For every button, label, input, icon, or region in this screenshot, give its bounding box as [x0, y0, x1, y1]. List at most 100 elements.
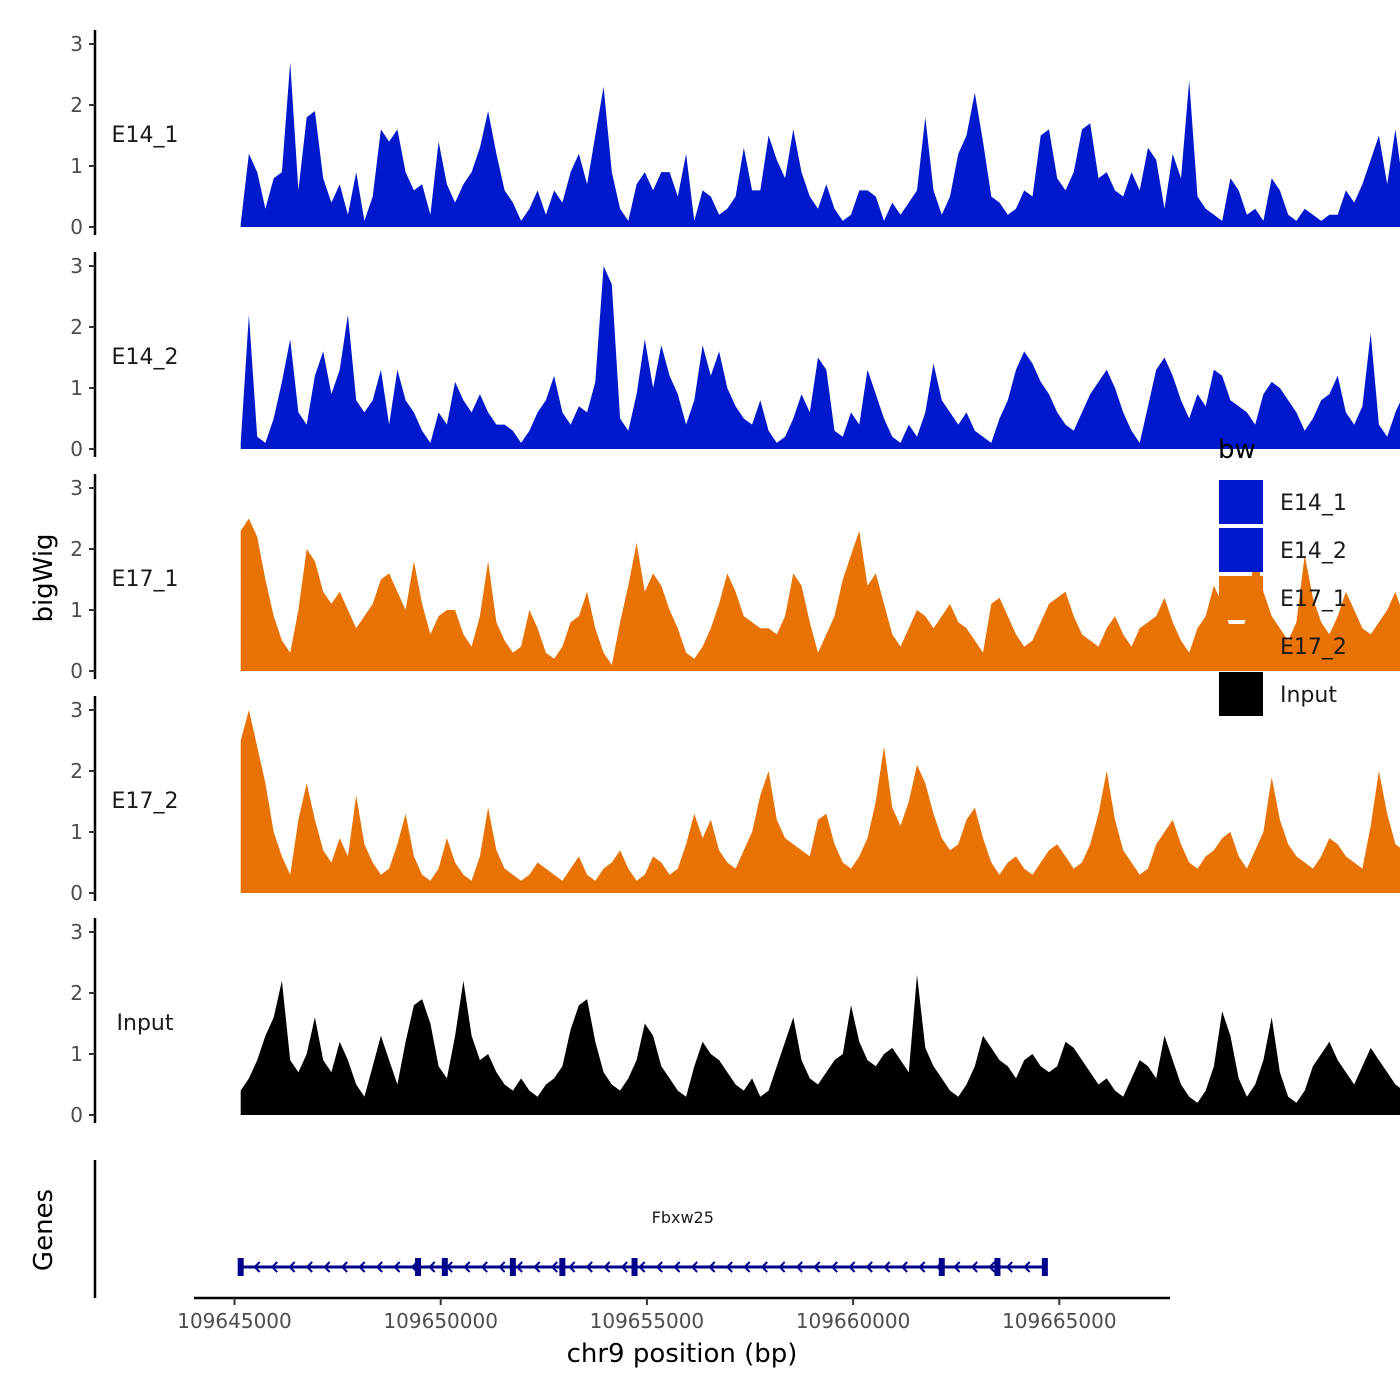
legend-label: E17_1: [1280, 587, 1347, 612]
area-e14-2: [240, 266, 1400, 449]
area-e17-2: [240, 710, 1400, 893]
strand-arrow: [970, 1261, 978, 1273]
exon: [509, 1258, 516, 1276]
strand-arrow: [270, 1261, 278, 1273]
gene-label: Fbxw25: [652, 1208, 714, 1227]
strand-arrow: [358, 1261, 366, 1273]
exon: [938, 1258, 945, 1276]
y-tick-label: 1: [70, 820, 83, 844]
legend-label: Input: [1280, 683, 1337, 708]
legend-item-input: Input: [1219, 672, 1337, 716]
track-label: E14_2: [112, 345, 179, 370]
x-axis-title: chr9 position (bp): [567, 1339, 798, 1369]
strand-arrow: [393, 1261, 401, 1273]
x-tick-label: 109660000: [796, 1309, 911, 1333]
area-e17-1: [240, 518, 1400, 671]
y-tick-label: 0: [70, 437, 83, 461]
legend-label: E17_2: [1280, 635, 1347, 660]
legend-swatch: [1219, 624, 1263, 668]
strand-arrow: [288, 1261, 296, 1273]
strand-arrow: [883, 1261, 891, 1273]
y-tick-label: 2: [70, 981, 83, 1005]
track-e14-2: 0 1 2 3 E14_2: [70, 252, 1400, 461]
strand-arrow: [463, 1261, 471, 1273]
strand-arrow: [830, 1261, 838, 1273]
strand-arrow: [533, 1261, 541, 1273]
exon: [415, 1258, 422, 1276]
strand-arrow: [743, 1261, 751, 1273]
area-input: [240, 974, 1400, 1115]
track-label: E14_1: [112, 123, 179, 148]
strand-arrow: [690, 1261, 698, 1273]
legend-item-e14-2: E14_2: [1219, 528, 1347, 572]
legend-title: bw: [1218, 435, 1256, 465]
y-tick-label: 1: [70, 154, 83, 178]
y-axis-title: bigWig: [29, 533, 59, 622]
y-tick-label: 0: [70, 881, 83, 905]
legend: bw E14_1 E14_2 E17_1 E17_2 Input: [1218, 435, 1347, 716]
strand-arrow: [725, 1261, 733, 1273]
strand-arrow: [655, 1261, 663, 1273]
x-tick-label: 109665000: [1002, 1309, 1117, 1333]
y-tick-label: 1: [70, 1042, 83, 1066]
y-tick-label: 2: [70, 93, 83, 117]
strand-arrow: [813, 1261, 821, 1273]
strand-arrow: [480, 1261, 488, 1273]
x-tick-label: 109655000: [590, 1309, 705, 1333]
y-tick-label: 2: [70, 759, 83, 783]
y-tick-label: 0: [70, 1103, 83, 1127]
strand-arrow: [550, 1261, 558, 1273]
strand-arrow: [918, 1261, 926, 1273]
track-e17-1: 0 1 2 3 E17_1: [70, 474, 1400, 683]
strand-arrow: [253, 1261, 261, 1273]
strand-arrow: [848, 1261, 856, 1273]
strand-arrow: [1023, 1261, 1031, 1273]
exon: [237, 1258, 244, 1276]
strand-arrow: [953, 1261, 961, 1273]
strand-arrow: [498, 1261, 506, 1273]
y-tick-label: 2: [70, 537, 83, 561]
legend-swatch: [1219, 576, 1263, 620]
y-tick-label: 0: [70, 215, 83, 239]
strand-arrow: [1005, 1261, 1013, 1273]
gene-fbxw25: Fbxw25: [237, 1208, 1048, 1276]
exon: [631, 1258, 638, 1276]
legend-item-e17-2: E17_2: [1219, 624, 1347, 668]
y-tick-label: 3: [70, 32, 83, 56]
y-tick-label: 3: [70, 254, 83, 278]
legend-item-e14-1: E14_1: [1219, 480, 1347, 524]
strand-arrow: [760, 1261, 768, 1273]
track-input: 0 1 2 3 Input: [70, 918, 1400, 1127]
track-label: E17_1: [112, 567, 179, 592]
track-label: E17_2: [112, 789, 179, 814]
strand-arrow: [428, 1261, 436, 1273]
strand-arrow: [865, 1261, 873, 1273]
strand-arrow: [323, 1261, 331, 1273]
y-tick-label: 3: [70, 698, 83, 722]
strand-arrow: [620, 1261, 628, 1273]
track-e14-1: 0 1 2 3 E14_1: [70, 30, 1400, 239]
strand-arrow: [778, 1261, 786, 1273]
strand-arrow: [375, 1261, 383, 1273]
y-tick-label: 1: [70, 598, 83, 622]
gene-track-title: Genes: [29, 1189, 59, 1271]
signal-tracks: 0 1 2 3 E14_1 0 1 2 3 E14_2 0 1 2 3 E17_1 0 1 2 3 E17_2 0 1 2 3…: [70, 30, 1400, 1127]
strand-arrow: [585, 1261, 593, 1273]
strand-arrow: [603, 1261, 611, 1273]
y-tick-label: 0: [70, 659, 83, 683]
legend-item-e17-1: E17_1: [1219, 576, 1347, 620]
y-tick-label: 1: [70, 376, 83, 400]
strand-arrow: [795, 1261, 803, 1273]
legend-swatch: [1219, 528, 1263, 572]
x-tick-label: 109650000: [383, 1309, 498, 1333]
legend-swatch: [1219, 480, 1263, 524]
strand-arrow: [515, 1261, 523, 1273]
x-tick-label: 109645000: [177, 1309, 292, 1333]
legend-label: E14_2: [1280, 539, 1347, 564]
track-e17-2: 0 1 2 3 E17_2: [70, 696, 1400, 905]
gene-track: Fbxw25: [93, 1160, 1048, 1298]
x-axis: 109645000 109650000 109655000 109660000 1096…: [177, 1296, 1170, 1333]
exon: [559, 1258, 566, 1276]
exon: [994, 1258, 1001, 1276]
